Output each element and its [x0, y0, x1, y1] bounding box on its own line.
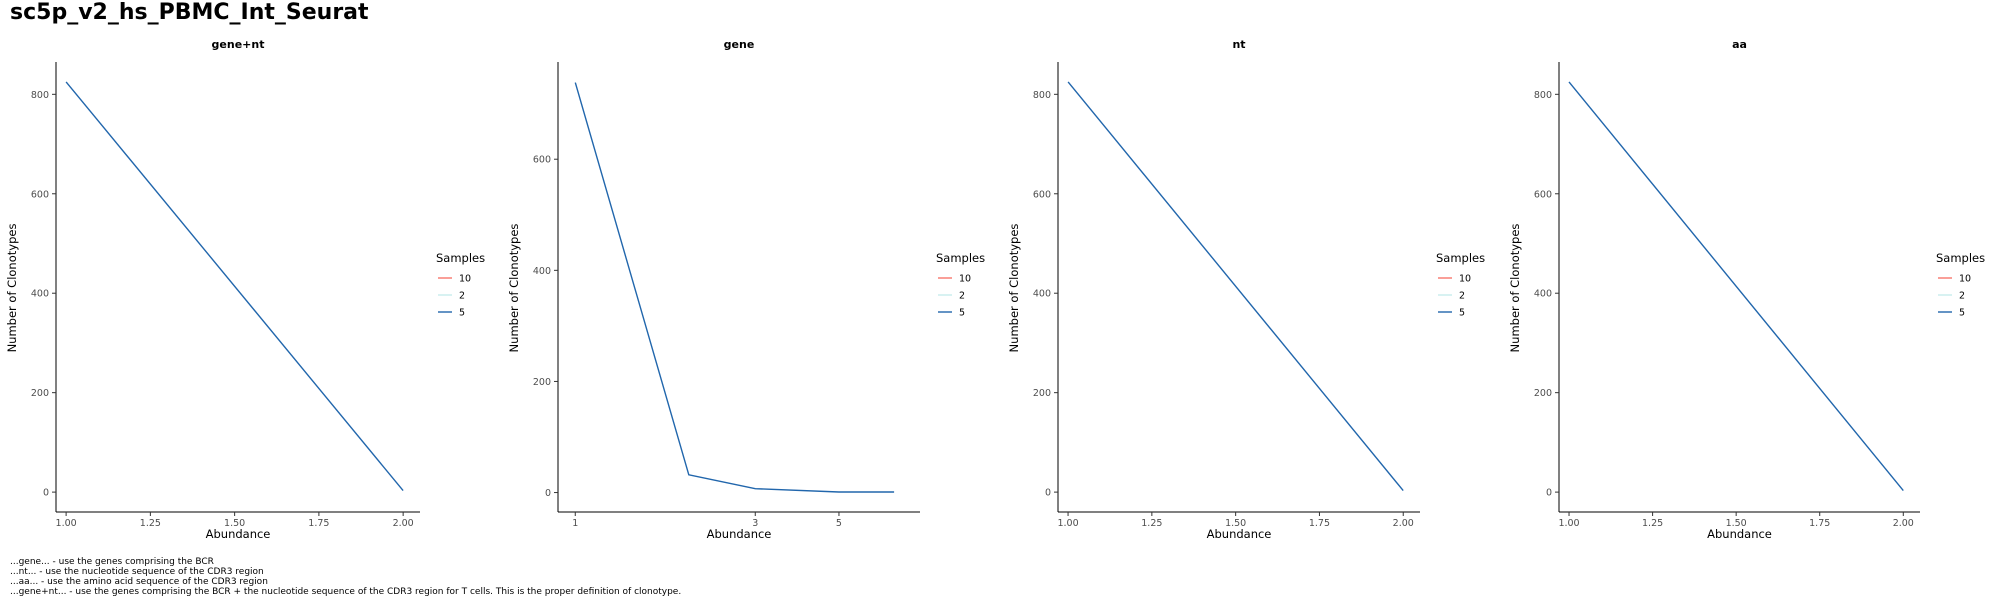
legend: Samples 10 2 5	[1936, 251, 1985, 319]
y-tick-label: 200	[31, 388, 49, 399]
x-tick-label: 1.50	[224, 518, 245, 529]
x-tick-label: 1.00	[56, 518, 77, 529]
footnotes: ...gene... - use the genes comprising th…	[10, 557, 681, 597]
x-axis-label: Abundance	[1707, 527, 1772, 541]
y-tick-label: 200	[533, 377, 551, 388]
panel-title: gene+nt	[212, 38, 265, 51]
legend-title: Samples	[436, 251, 485, 265]
legend-label-5: 5	[1959, 308, 1965, 319]
y-axis-label: Number of Clonotypes	[1007, 224, 1021, 353]
y-axis-label: Number of Clonotypes	[5, 224, 19, 353]
legend-label-10: 10	[959, 274, 971, 285]
y-tick-label: 0	[545, 488, 551, 499]
legend-title: Samples	[1936, 251, 1985, 265]
panel-title: nt	[1232, 38, 1245, 51]
y-tick-label: 400	[31, 289, 49, 300]
y-tick-label: 600	[1033, 189, 1051, 200]
series-line-5	[1568, 81, 1904, 492]
x-tick-label: 5	[836, 518, 842, 529]
legend-title: Samples	[1436, 251, 1485, 265]
series-line-5	[65, 81, 404, 492]
x-tick-label: 1.25	[140, 518, 161, 529]
legend-label-5: 5	[959, 308, 965, 319]
legend-label-2: 2	[459, 291, 465, 302]
series-line-5	[1067, 81, 1404, 492]
x-axis-label: Abundance	[206, 527, 271, 541]
x-tick-label: 1.50	[1726, 518, 1747, 529]
chart-panel-2: nt 0 200 400 600 800 1.00 1.25 1.50 1.75 2.00 Abund…	[1007, 38, 1485, 541]
x-tick-label: 1.75	[1309, 518, 1330, 529]
x-tick-label: 1	[572, 518, 578, 529]
y-tick-label: 600	[1534, 189, 1552, 200]
legend-title: Samples	[936, 251, 985, 265]
footnote-gene-nt: ...gene+nt... - use the genes comprising…	[10, 587, 682, 597]
x-tick-label: 1.75	[308, 518, 329, 529]
y-tick-label: 200	[1534, 388, 1552, 399]
x-tick-label: 1.50	[1225, 518, 1246, 529]
y-tick-label: 400	[1534, 289, 1552, 300]
x-tick-label: 2.00	[393, 518, 414, 529]
legend-label-5: 5	[459, 308, 465, 319]
legend-label-10: 10	[459, 274, 471, 285]
footnote-aa: ...aa... - use the amino acid sequence o…	[10, 577, 268, 587]
legend: Samples 10 2 5	[936, 251, 985, 319]
legend-label-2: 2	[959, 291, 965, 302]
footnote-gene: ...gene... - use the genes comprising th…	[10, 557, 214, 567]
chart-panel-3: aa 0 200 400 600 800 1.00 1.25 1.50 1.75 2.00 Abund…	[1508, 38, 1985, 541]
y-tick-label: 400	[533, 266, 551, 277]
x-tick-label: 1.00	[1057, 518, 1078, 529]
x-tick-label: 1.00	[1558, 518, 1579, 529]
y-tick-label: 600	[533, 155, 551, 166]
legend: Samples 10 2 5	[1436, 251, 1485, 319]
y-axis-label: Number of Clonotypes	[1508, 224, 1522, 353]
legend-label-5: 5	[1459, 308, 1465, 319]
x-axis-label: Abundance	[1207, 527, 1272, 541]
panel-title: aa	[1732, 38, 1747, 51]
footnote-nt: ...nt... - use the nucleotide sequence o…	[10, 567, 264, 577]
y-tick-label: 0	[1546, 488, 1552, 499]
x-tick-label: 2.00	[1893, 518, 1914, 529]
y-tick-label: 0	[43, 488, 49, 499]
series-line-5	[574, 82, 895, 493]
x-tick-label: 1.25	[1642, 518, 1663, 529]
legend-label-2: 2	[1459, 291, 1465, 302]
panel-title: gene	[724, 38, 755, 51]
y-tick-label: 800	[31, 90, 49, 101]
y-tick-label: 800	[1534, 90, 1552, 101]
x-tick-label: 1.25	[1141, 518, 1162, 529]
x-tick-label: 2.00	[1393, 518, 1414, 529]
y-tick-label: 600	[31, 189, 49, 200]
y-tick-label: 0	[1045, 488, 1051, 499]
chart-panel-1: gene 0 200 400 600 1 3 5 Abundance Number of Clon…	[507, 38, 985, 541]
y-tick-label: 800	[1033, 90, 1051, 101]
legend-label-10: 10	[1959, 274, 1971, 285]
x-tick-label: 1.75	[1809, 518, 1830, 529]
legend: Samples 10 2 5	[436, 251, 485, 319]
chart-panel-0: gene+nt 0 200 400 600 800 1.00 1.25 1.50 1.75 2.00…	[5, 38, 485, 541]
legend-label-10: 10	[1459, 274, 1471, 285]
page-title: sc5p_v2_hs_PBMC_Int_Seurat	[10, 0, 369, 25]
legend-label-2: 2	[1959, 291, 1965, 302]
x-tick-label: 3	[752, 518, 758, 529]
y-tick-label: 400	[1033, 289, 1051, 300]
y-axis-label: Number of Clonotypes	[507, 224, 521, 353]
y-tick-label: 200	[1033, 388, 1051, 399]
x-axis-label: Abundance	[707, 527, 772, 541]
